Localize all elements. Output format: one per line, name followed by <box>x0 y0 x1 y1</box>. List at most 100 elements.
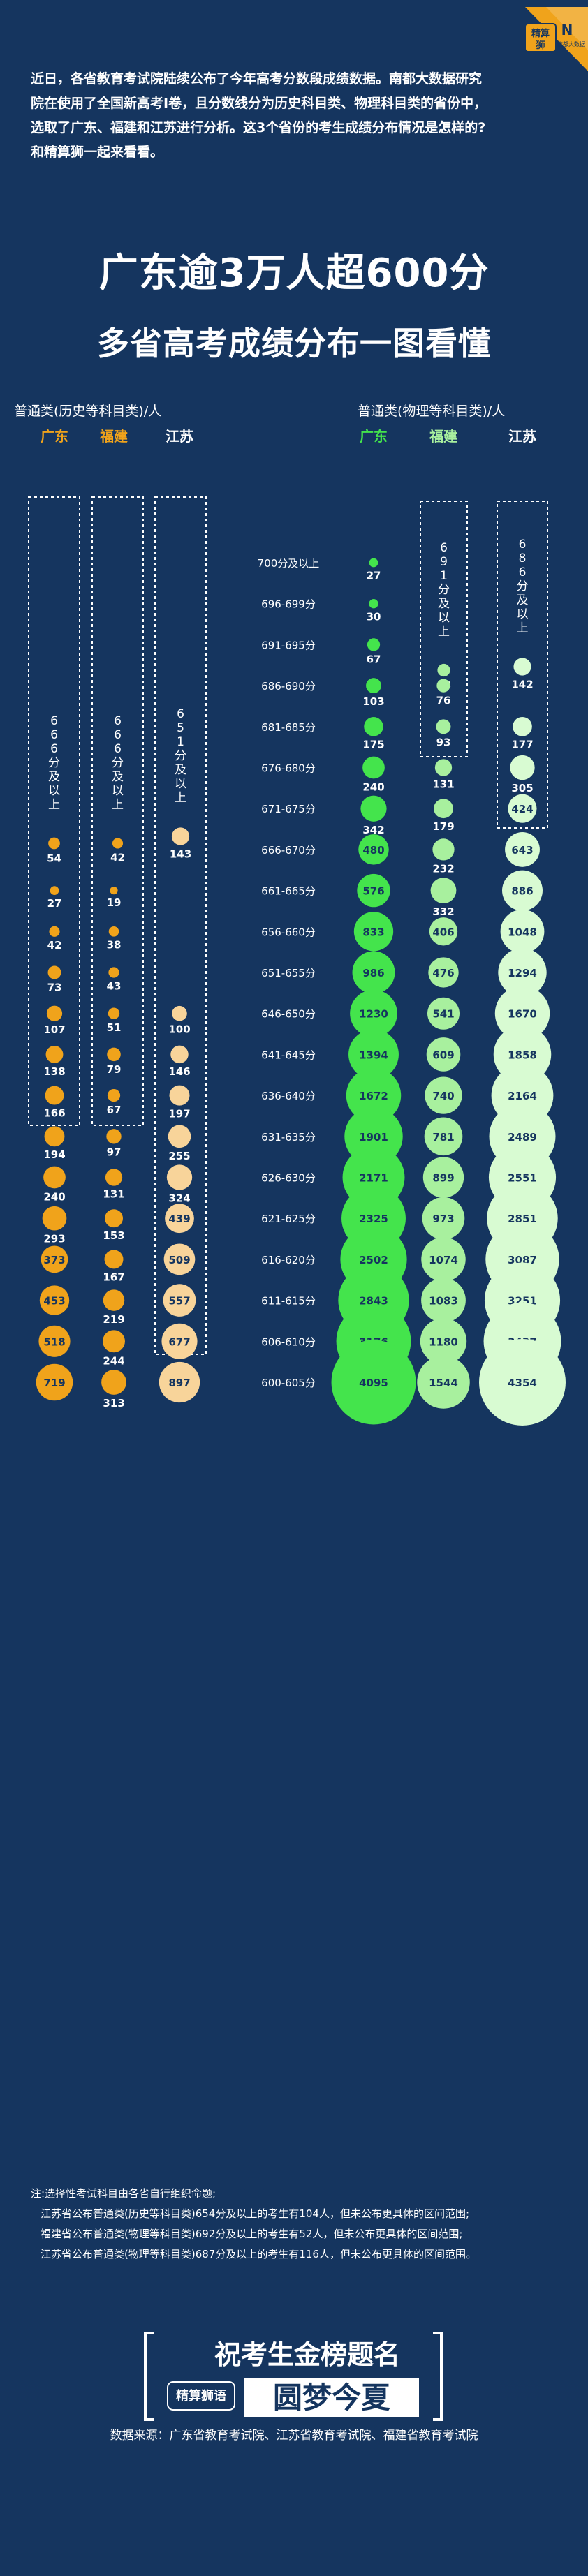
data-value-label: 1180 <box>429 1335 458 1348</box>
data-bubble <box>360 795 387 822</box>
data-bubble <box>508 794 537 823</box>
data-value-label: 73 <box>47 981 62 993</box>
data-bubble <box>45 1086 64 1105</box>
bracket-bubble <box>48 837 60 850</box>
data-value-label: 1048 <box>508 926 537 938</box>
data-bubble <box>420 1318 467 1365</box>
data-value-label: 424 <box>511 803 533 815</box>
data-value-label: 2325 <box>359 1213 388 1225</box>
data-value-label: 2171 <box>359 1172 388 1185</box>
data-value-label: 439 <box>168 1213 190 1225</box>
bracket-label-char: 以 <box>48 784 60 798</box>
bracket-label-char: 以 <box>175 777 186 791</box>
data-bubble <box>425 1076 462 1114</box>
data-value-label: 179 <box>432 820 454 833</box>
score-band-label: 661-665分 <box>261 885 316 898</box>
score-band-label: 626-630分 <box>261 1172 316 1185</box>
data-value-label: 557 <box>168 1295 190 1308</box>
data-bubble <box>43 1166 66 1189</box>
score-band-label: 611-615分 <box>261 1295 316 1308</box>
score-band-label: 651-655分 <box>261 967 316 979</box>
data-value-label: 899 <box>432 1172 454 1185</box>
data-bubble <box>417 1356 470 1409</box>
data-bubble <box>429 917 458 946</box>
bracket-value-label: 42 <box>110 852 125 864</box>
bracket-label-char: 上 <box>517 621 529 635</box>
series-header: 广东 <box>360 428 388 445</box>
logo-bottom-text: 狮 <box>535 40 545 51</box>
data-value-label: 27 <box>367 569 381 582</box>
data-bubble <box>107 1047 121 1062</box>
series-header: 福建 <box>429 428 457 445</box>
data-bubble <box>366 678 381 694</box>
data-value-label: 305 <box>511 782 533 794</box>
range-bracket <box>28 496 80 1126</box>
data-value-label: 740 <box>432 1090 454 1102</box>
data-bubble <box>42 1206 67 1231</box>
range-bracket <box>91 496 144 1126</box>
data-value-label: 27 <box>47 897 62 910</box>
slogan-badge: 精算狮语 <box>176 2388 226 2404</box>
bracket-label-char: 6 <box>114 728 122 742</box>
data-value-label: 197 <box>168 1108 190 1120</box>
data-value-label: 194 <box>43 1148 65 1161</box>
data-value-label: 67 <box>367 653 381 666</box>
data-value-label: 453 <box>43 1295 65 1308</box>
series-header: 广东 <box>41 428 68 445</box>
bracket-label-char: 上 <box>175 791 186 805</box>
data-value-label: 1672 <box>359 1090 388 1102</box>
page-title: 广东逾3万人超600分 <box>98 251 490 296</box>
data-bubble <box>172 1005 187 1021</box>
data-bubble <box>161 1323 198 1359</box>
data-bubble <box>46 1005 63 1021</box>
data-value-label: 67 <box>107 1104 122 1116</box>
score-band-label: 671-675分 <box>261 803 316 815</box>
bracket-label-char: 及 <box>112 770 124 784</box>
data-value-label: 643 <box>511 844 533 857</box>
data-value-label: 153 <box>103 1229 124 1242</box>
data-bubble <box>436 679 450 693</box>
data-bubble <box>362 756 385 779</box>
bracket-label-char: 上 <box>48 798 60 812</box>
range-bracket <box>497 501 548 829</box>
score-band-label: 641-645分 <box>261 1049 316 1061</box>
bracket-label-char: 6 <box>519 565 527 579</box>
data-bubble <box>103 1330 125 1353</box>
data-value-label: 2489 <box>508 1131 537 1143</box>
data-bubble <box>432 838 455 861</box>
data-value-label: 518 <box>43 1335 65 1348</box>
data-value-label: 509 <box>168 1254 190 1266</box>
series-header: 江苏 <box>166 428 193 445</box>
data-bubble <box>422 1197 465 1240</box>
data-value-label: 138 <box>43 1065 65 1078</box>
group-title: 普通类(物理等科目类)/人 <box>358 404 505 419</box>
data-bubble <box>163 1284 196 1317</box>
data-value-label: 240 <box>43 1190 65 1203</box>
data-value-label: 476 <box>432 967 454 979</box>
data-bubble <box>428 957 459 988</box>
data-value-label: 1074 <box>429 1254 458 1266</box>
data-value-label: 42 <box>47 939 62 952</box>
score-band-label: 631-635分 <box>261 1131 316 1143</box>
data-value-label: 541 <box>432 1008 454 1021</box>
data-value-label: 1901 <box>359 1131 388 1143</box>
data-bubble <box>424 1117 463 1156</box>
data-bubble <box>163 1243 196 1275</box>
data-value-label: 3087 <box>508 1254 537 1266</box>
data-bubble <box>45 1045 64 1063</box>
note-line: 江苏省公布普通类(历史等科目类)654分及以上的考生有104人，但未公布更具体的… <box>41 2207 470 2220</box>
bracket-bubble <box>112 838 124 849</box>
data-source: 数据来源：广东省教育考试院、江苏省教育考试院、福建省教育考试院 <box>110 2429 478 2443</box>
data-bubble <box>430 878 457 903</box>
data-value-label: 324 <box>168 1192 190 1205</box>
data-value-label: 2843 <box>359 1295 388 1308</box>
bracket-label-char: 6 <box>177 707 184 721</box>
data-value-label: 76 <box>436 695 451 707</box>
bracket-label-char: 6 <box>114 742 122 756</box>
data-bubble <box>105 1209 123 1228</box>
note-line: 江苏省公布普通类(物理等科目类)687分及以上的考生有116人，但未公布更具体的… <box>41 2248 476 2260</box>
data-value-label: 677 <box>168 1335 190 1348</box>
data-value-label: 2551 <box>508 1172 537 1185</box>
data-bubble <box>479 1339 566 1426</box>
data-bubble <box>104 1250 124 1269</box>
